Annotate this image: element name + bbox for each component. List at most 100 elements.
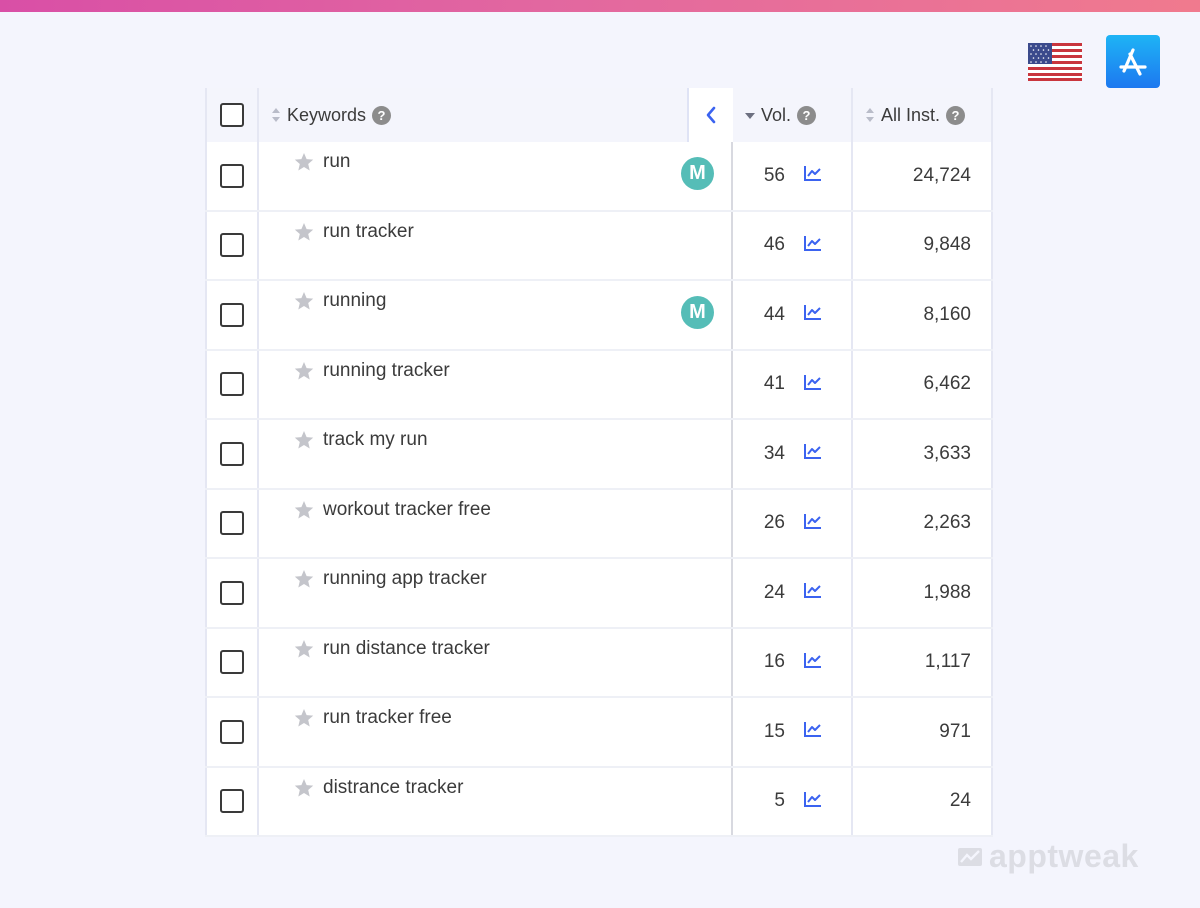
row-checkbox[interactable]	[220, 233, 244, 258]
volume-cell: 41	[733, 350, 853, 418]
collapse-column-button[interactable]	[687, 88, 733, 142]
keywords-header[interactable]: Keywords ?	[259, 88, 733, 142]
volume-header-label: Vol.	[761, 104, 792, 125]
volume-value: 26	[763, 512, 785, 534]
star-icon[interactable]	[293, 360, 315, 382]
trend-chart-icon[interactable]	[803, 512, 823, 530]
keyword-text: workout tracker free	[323, 498, 491, 520]
row-checkbox-cell	[205, 767, 259, 835]
installs-value: 9,848	[923, 234, 971, 256]
installs-header-label: All Inst.	[881, 104, 941, 125]
volume-value: 56	[763, 164, 785, 186]
row-checkbox[interactable]	[220, 719, 244, 744]
table-row: running M 44 8,160	[205, 281, 993, 351]
table-row: run M 56 24,724	[205, 142, 993, 212]
trend-chart-icon[interactable]	[803, 164, 823, 182]
installs-cell: 971	[853, 698, 993, 766]
row-checkbox[interactable]	[220, 372, 244, 397]
trend-chart-icon[interactable]	[803, 442, 823, 460]
installs-cell: 3,633	[853, 420, 993, 488]
volume-value: 46	[763, 234, 785, 256]
help-icon[interactable]: ?	[946, 105, 966, 125]
help-icon[interactable]: ?	[797, 105, 817, 125]
installs-cell: 8,160	[853, 281, 993, 349]
volume-value: 44	[763, 303, 785, 325]
trend-chart-icon[interactable]	[803, 234, 823, 252]
sort-desc-icon[interactable]	[745, 107, 755, 123]
keyword-text: run distance tracker	[323, 637, 490, 659]
trend-chart-icon[interactable]	[803, 303, 823, 321]
star-icon[interactable]	[293, 638, 315, 660]
table-header: Keywords ? Vol. ? A	[205, 88, 993, 142]
table-row: run distance tracker 16 1,117	[205, 628, 993, 698]
volume-cell: 15	[733, 698, 853, 766]
trend-chart-icon[interactable]	[803, 373, 823, 391]
row-checkbox[interactable]	[220, 580, 244, 605]
row-checkbox-cell	[205, 142, 259, 210]
volume-value: 34	[763, 442, 785, 464]
star-icon[interactable]	[293, 499, 315, 521]
installs-cell: 9,848	[853, 211, 993, 279]
table-row: run tracker 46 9,848	[205, 211, 993, 281]
volume-cell: 5	[733, 767, 853, 835]
installs-value: 3,633	[923, 442, 971, 464]
volume-cell: 34	[733, 420, 853, 488]
installs-value: 2,263	[923, 512, 971, 534]
keyword-cell: run tracker free	[259, 698, 733, 766]
help-icon[interactable]: ?	[372, 105, 392, 125]
star-icon[interactable]	[293, 707, 315, 729]
brand-name: apptweak	[989, 838, 1139, 874]
row-checkbox[interactable]	[220, 511, 244, 536]
volume-cell: 26	[733, 489, 853, 557]
volume-cell: 56	[733, 142, 853, 210]
installs-header[interactable]: All Inst. ?	[853, 88, 993, 142]
row-checkbox-cell	[205, 350, 259, 418]
row-checkbox[interactable]	[220, 302, 244, 327]
trend-chart-icon[interactable]	[803, 651, 823, 669]
star-icon[interactable]	[293, 221, 315, 243]
keyword-cell: running M	[259, 281, 733, 349]
table-row: running tracker 41 6,462	[205, 350, 993, 420]
row-checkbox-cell	[205, 489, 259, 557]
star-icon[interactable]	[293, 429, 315, 451]
select-all-checkbox[interactable]	[220, 103, 244, 127]
row-checkbox[interactable]	[220, 650, 244, 675]
row-checkbox-cell	[205, 420, 259, 488]
top-gradient-bar	[0, 0, 1200, 12]
star-icon[interactable]	[293, 568, 315, 590]
table-row: running app tracker 24 1,988	[205, 559, 993, 629]
volume-header[interactable]: Vol. ?	[733, 88, 853, 142]
trend-chart-icon[interactable]	[803, 581, 823, 599]
keyword-text: running app tracker	[323, 568, 487, 589]
keyword-cell: workout tracker free	[259, 489, 733, 557]
keyword-text: run tracker free	[323, 707, 452, 728]
volume-cell: 16	[733, 628, 853, 696]
installs-cell: 6,462	[853, 350, 993, 418]
trend-chart-icon[interactable]	[803, 790, 823, 808]
volume-cell: 24	[733, 559, 853, 627]
keyword-text: track my run	[323, 429, 428, 450]
us-flag-icon[interactable]	[1028, 42, 1082, 81]
star-icon[interactable]	[293, 290, 315, 312]
keyword-text: distrance tracker	[323, 776, 464, 798]
sort-icon[interactable]	[271, 107, 281, 123]
app-store-button[interactable]	[1106, 35, 1160, 88]
row-checkbox[interactable]	[220, 789, 244, 814]
keyword-cell: running app tracker	[259, 559, 733, 627]
trend-chart-icon[interactable]	[803, 720, 823, 738]
volume-value: 15	[763, 720, 785, 742]
row-checkbox-cell	[205, 559, 259, 627]
row-checkbox[interactable]	[220, 163, 244, 188]
table-row: track my run 34 3,633	[205, 420, 993, 490]
star-icon[interactable]	[293, 777, 315, 799]
chevron-left-icon	[706, 106, 716, 124]
sort-icon[interactable]	[865, 107, 875, 123]
star-icon[interactable]	[293, 151, 315, 173]
keyword-cell: run distance tracker	[259, 628, 733, 696]
keyword-text: run tracker	[323, 220, 414, 242]
installs-value: 971	[939, 720, 971, 742]
installs-cell: 2,263	[853, 489, 993, 557]
keyword-cell: distrance tracker	[259, 767, 733, 835]
row-checkbox[interactable]	[220, 441, 244, 466]
keyword-cell: run M	[259, 142, 733, 210]
